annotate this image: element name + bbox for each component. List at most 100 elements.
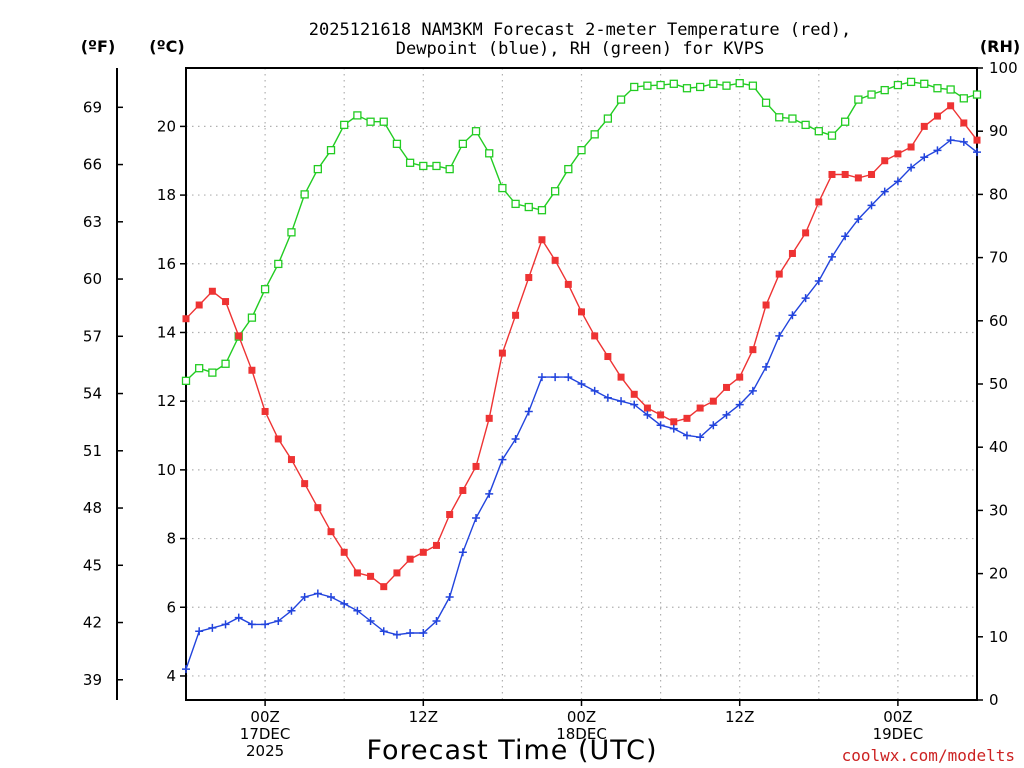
temperature-point <box>340 548 348 556</box>
rh-point <box>814 127 823 136</box>
dewpoint-point <box>551 373 560 382</box>
temperature-point <box>235 332 243 340</box>
rh-point <box>287 228 296 237</box>
rh-point <box>946 85 955 94</box>
temperature-point <box>736 373 744 381</box>
temperature-point <box>643 404 651 412</box>
dewpoint-point <box>392 630 401 639</box>
rh-point <box>748 81 758 90</box>
celsius-tick-label: 4 <box>166 667 176 685</box>
dewpoint-point <box>696 433 705 442</box>
credit-text: coolwx.com/modelts <box>842 746 1015 765</box>
dewpoint-point <box>564 373 573 382</box>
dewpoint-point <box>208 623 217 632</box>
rh-tick-label: 20 <box>989 565 1008 583</box>
rh-tick-label: 30 <box>989 501 1008 519</box>
fahrenheit-tick-label: 63 <box>83 213 102 231</box>
dewpoint-point <box>511 434 520 443</box>
rh-point <box>761 98 771 107</box>
rh-tick-label: 50 <box>989 375 1008 393</box>
rh-point <box>577 146 586 155</box>
dewpoint-point <box>643 410 652 419</box>
temperature-point <box>195 301 203 309</box>
celsius-axis-label: (ºC) <box>149 37 184 56</box>
rh-point <box>537 206 547 215</box>
celsius-tick-label: 14 <box>157 323 176 341</box>
dewpoint-point <box>854 215 863 224</box>
time-tick-label: 17DEC <box>240 725 291 743</box>
rh-point <box>920 79 929 88</box>
rh-point <box>564 164 573 174</box>
temperature-point <box>208 287 216 295</box>
time-tick-label: 12Z <box>725 708 754 726</box>
time-tick-label: 12Z <box>409 708 438 726</box>
dewpoint-point <box>735 400 744 409</box>
time-tick-label: 00Z <box>250 708 279 726</box>
temperature-point <box>933 112 941 120</box>
dewpoint-point <box>353 606 362 615</box>
rh-point <box>260 285 270 294</box>
temperature-point <box>841 170 849 178</box>
rh-point <box>775 113 784 122</box>
temperature-point <box>828 170 836 178</box>
chart-title-line-1: 2025121618 NAM3KM Forecast 2-meter Tempe… <box>309 20 851 40</box>
dewpoint-point <box>722 410 731 419</box>
dewpoint-point <box>287 606 296 615</box>
dewpoint-point <box>841 232 850 241</box>
temperature-point <box>960 119 968 127</box>
time-tick-label: 18DEC <box>556 725 607 743</box>
temperature-point <box>591 332 599 340</box>
rh-point <box>669 79 678 88</box>
rh-axis-label: (RH) <box>980 37 1020 56</box>
temperature-point <box>868 170 876 178</box>
rh-point <box>392 139 402 148</box>
dewpoint-point <box>458 548 467 557</box>
temperature-point <box>894 150 902 158</box>
rh-point <box>445 164 454 174</box>
rh-point <box>630 82 639 92</box>
dewpoint-point <box>656 421 665 430</box>
series-square-filled <box>182 102 981 591</box>
dewpoint-point <box>880 187 889 196</box>
series-square-open <box>181 77 982 385</box>
rh-tick-label: 90 <box>989 122 1008 140</box>
temperature-point <box>353 569 361 577</box>
dewpoint-point <box>524 407 533 416</box>
dewpoint-point <box>630 400 639 409</box>
dewpoint-point <box>920 153 929 162</box>
dewpoint-point <box>274 617 283 625</box>
celsius-tick-label: 16 <box>157 255 176 273</box>
rh-point <box>643 81 652 90</box>
fahrenheit-tick-label: 45 <box>83 556 102 574</box>
temperature-point <box>485 414 493 422</box>
temperature-point <box>261 407 269 415</box>
celsius-tick-label: 6 <box>166 598 176 616</box>
rh-point <box>827 131 837 140</box>
rh-point <box>801 120 810 130</box>
temperature-point <box>657 411 665 419</box>
rh-point <box>933 84 942 93</box>
dewpoint-point <box>907 163 916 172</box>
dewpoint-point <box>472 513 481 522</box>
fahrenheit-axis: 39 42 45 48 51 54 57 60 63 66 69 <box>83 98 123 689</box>
celsius-tick-label: 20 <box>157 117 176 135</box>
temperature-point <box>564 280 572 288</box>
dewpoint-point <box>432 617 441 625</box>
fahrenheit-tick-label: 69 <box>83 98 102 116</box>
rh-point <box>893 80 903 90</box>
rh-point <box>524 202 533 212</box>
dewpoint-point <box>182 665 190 674</box>
rh-point <box>590 130 599 139</box>
rh-point <box>247 313 257 322</box>
temperature-point <box>617 373 625 381</box>
temperature-point <box>380 583 388 591</box>
rh-point <box>788 114 797 123</box>
rh-point <box>485 149 494 158</box>
fahrenheit-tick-label: 54 <box>83 385 102 403</box>
rh-point <box>959 94 968 103</box>
temperature-point <box>907 143 915 151</box>
fahrenheit-tick-label: 51 <box>83 442 102 460</box>
temperature-point <box>367 572 375 580</box>
